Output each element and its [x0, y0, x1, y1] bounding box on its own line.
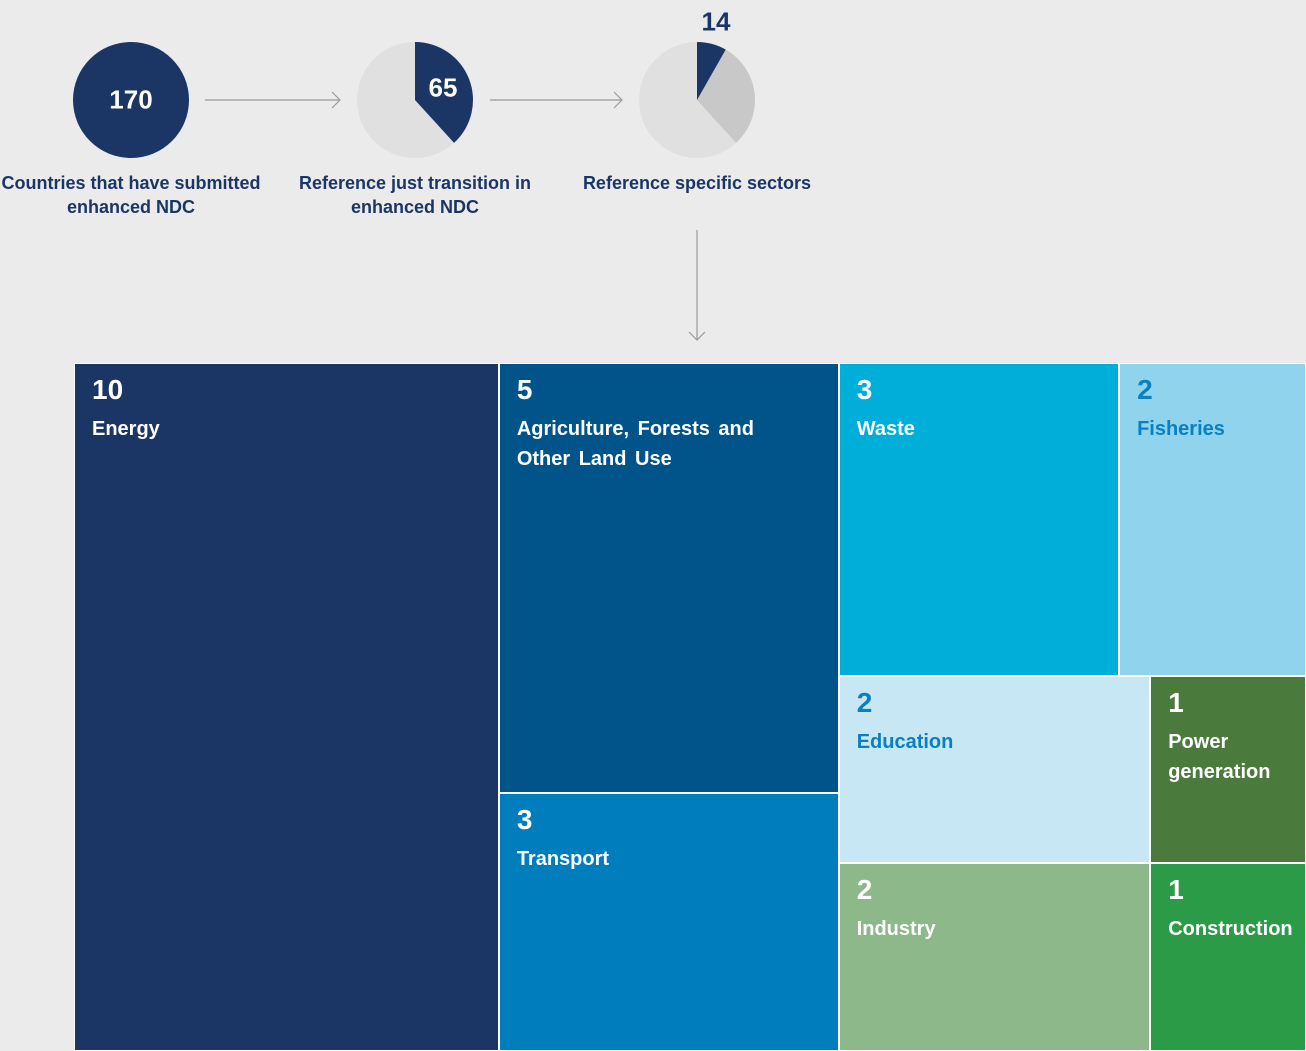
treemap-cell: 2 Industry: [838, 863, 1151, 1051]
step-value: 65: [428, 72, 458, 103]
cell-name: Energy: [92, 418, 160, 440]
step-value: 170: [109, 84, 153, 115]
cell-value: 2: [1137, 374, 1153, 405]
cell-value: 3: [856, 374, 873, 405]
pie-slice: [415, 42, 473, 143]
treemap-cell: 2 Fisheries: [1119, 363, 1306, 676]
step-label: Countries that have submitted enhanced N…: [1, 173, 261, 217]
pie-slice: [697, 42, 726, 100]
cell-name: Education: [856, 730, 954, 753]
cell-value: 10: [92, 374, 124, 405]
arrows: [205, 91, 706, 341]
treemap-cell: 5 Agriculture, Forests and Other Land Use: [498, 363, 839, 793]
step-value: 14: [701, 6, 731, 37]
treemap-cell: 3 Waste: [838, 363, 1120, 676]
arrow-head: [331, 91, 341, 109]
cell-value: 2: [856, 686, 873, 718]
step-label: Reference specific sectors: [582, 173, 812, 193]
treemap-cell: 1 Power generation: [1150, 675, 1306, 864]
treemap-cell: 1 Construction: [1150, 863, 1306, 1051]
cell-value: 1: [1168, 686, 1184, 718]
cell-name: Transport: [516, 848, 610, 870]
cell-name: Industry: [856, 918, 936, 941]
cell-name: Construction: [1168, 918, 1293, 941]
treemap-cell: 2 Education: [838, 675, 1151, 864]
cell-value: 3: [516, 804, 533, 835]
cell-name: Power generation: [1168, 730, 1271, 783]
treemap-cell: 3 Transport: [498, 793, 839, 1051]
cell-value: 2: [856, 874, 873, 906]
circle: [73, 42, 189, 158]
step-label: Reference just transition in enhanced ND…: [298, 173, 532, 217]
treemap-cell: 10 Energy: [74, 363, 499, 1051]
cell-value: 1: [1168, 874, 1184, 906]
cell-value: 5: [516, 374, 533, 405]
flow-chart: [73, 42, 755, 341]
cell-name: Fisheries: [1137, 418, 1225, 440]
arrow-head: [688, 331, 706, 341]
arrow-head: [613, 91, 623, 109]
cell-name: Agriculture, Forests and Other Land Use: [516, 418, 754, 470]
cell-name: Waste: [856, 418, 915, 440]
